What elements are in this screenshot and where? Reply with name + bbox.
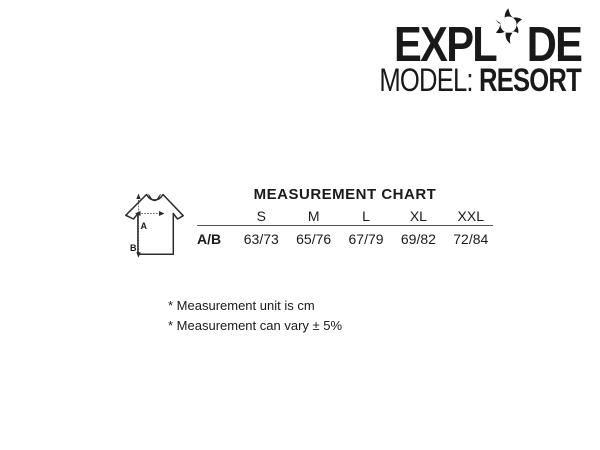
svg-text:A: A [141,221,148,231]
svg-text:B: B [130,243,137,253]
